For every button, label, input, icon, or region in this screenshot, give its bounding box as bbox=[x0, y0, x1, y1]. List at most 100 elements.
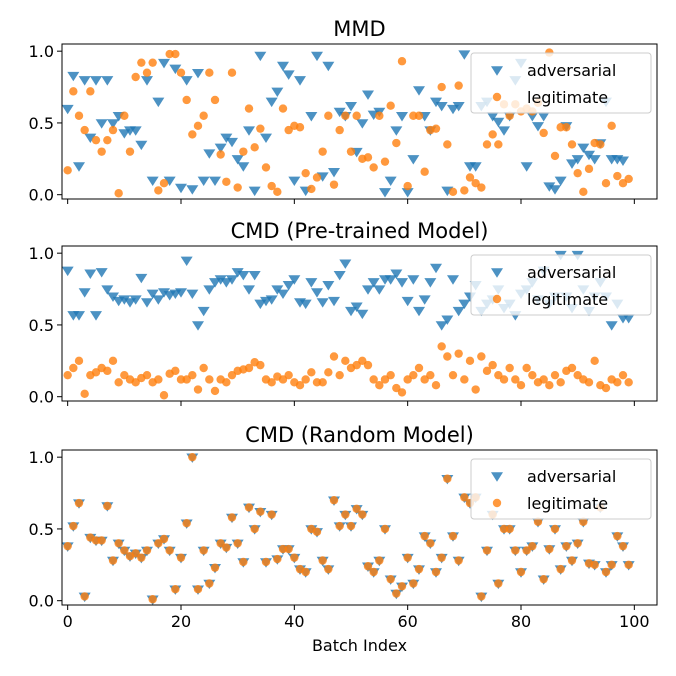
point-adversarial bbox=[152, 295, 165, 305]
point-adversarial bbox=[458, 50, 471, 60]
point-legitimate bbox=[295, 381, 305, 390]
point-legitimate bbox=[573, 539, 582, 548]
point-legitimate bbox=[256, 507, 265, 516]
point-legitimate bbox=[341, 356, 350, 366]
point-adversarial bbox=[532, 122, 544, 132]
point-legitimate bbox=[74, 356, 84, 366]
point-adversarial bbox=[452, 306, 465, 317]
point-legitimate bbox=[222, 543, 231, 552]
y-tick-label: 1.0 bbox=[29, 244, 54, 263]
point-legitimate bbox=[403, 553, 412, 562]
point-adversarial bbox=[282, 70, 295, 80]
point-legitimate bbox=[210, 95, 220, 105]
point-legitimate bbox=[477, 183, 486, 192]
point-legitimate bbox=[363, 153, 373, 162]
point-legitimate bbox=[375, 556, 384, 565]
point-legitimate bbox=[346, 147, 356, 156]
panel-title: CMD (Pre-trained Model) bbox=[231, 219, 489, 243]
point-adversarial bbox=[577, 143, 590, 154]
point-legitimate bbox=[386, 370, 395, 380]
point-legitimate bbox=[318, 378, 327, 387]
point-legitimate bbox=[601, 383, 611, 393]
point-legitimate bbox=[584, 378, 594, 387]
point-adversarial bbox=[254, 51, 267, 62]
point-legitimate bbox=[380, 524, 390, 534]
point-legitimate bbox=[261, 163, 271, 172]
y-tick-label: 0.5 bbox=[29, 520, 54, 539]
point-legitimate bbox=[120, 111, 129, 120]
legend-label: legitimate bbox=[527, 88, 608, 107]
point-adversarial bbox=[486, 112, 499, 122]
point-adversarial bbox=[418, 295, 431, 305]
point-legitimate bbox=[216, 150, 225, 159]
point-legitimate bbox=[431, 381, 441, 390]
point-legitimate bbox=[267, 378, 276, 387]
y-tick-label: 0.5 bbox=[29, 316, 54, 335]
point-legitimate bbox=[199, 546, 208, 555]
point-legitimate bbox=[460, 493, 469, 502]
point-adversarial bbox=[294, 76, 306, 86]
point-legitimate bbox=[590, 356, 599, 366]
point-legitimate bbox=[159, 391, 169, 400]
point-legitimate bbox=[324, 564, 333, 574]
point-legitimate bbox=[97, 536, 106, 545]
point-legitimate bbox=[567, 556, 577, 565]
point-adversarial bbox=[469, 162, 482, 172]
point-legitimate bbox=[301, 168, 310, 178]
point-legitimate bbox=[465, 356, 475, 366]
point-adversarial bbox=[158, 58, 170, 69]
point-legitimate bbox=[63, 166, 72, 175]
point-legitimate bbox=[137, 553, 146, 562]
point-legitimate bbox=[460, 186, 469, 195]
point-legitimate bbox=[125, 147, 135, 156]
point-legitimate bbox=[182, 518, 191, 528]
point-adversarial bbox=[339, 259, 352, 269]
point-adversarial bbox=[243, 126, 255, 136]
point-legitimate bbox=[624, 174, 633, 184]
legend-marker bbox=[492, 92, 502, 102]
point-legitimate bbox=[494, 140, 503, 149]
point-legitimate bbox=[516, 567, 526, 577]
series-legitimate bbox=[63, 48, 633, 198]
point-adversarial bbox=[413, 86, 425, 96]
point-legitimate bbox=[431, 124, 441, 133]
point-adversarial bbox=[384, 275, 397, 285]
legend-label: legitimate bbox=[527, 494, 608, 513]
point-legitimate bbox=[329, 180, 339, 189]
point-legitimate bbox=[227, 68, 237, 77]
point-legitimate bbox=[505, 111, 514, 120]
point-legitimate bbox=[80, 592, 89, 601]
point-legitimate bbox=[114, 189, 123, 198]
point-legitimate bbox=[505, 363, 514, 373]
point-legitimate bbox=[284, 370, 293, 380]
point-legitimate bbox=[550, 524, 560, 534]
x-tick-label: 20 bbox=[171, 612, 191, 631]
x-tick-label: 100 bbox=[619, 612, 650, 631]
point-adversarial bbox=[203, 149, 216, 159]
point-adversarial bbox=[441, 315, 454, 325]
point-adversarial bbox=[622, 314, 635, 324]
point-legitimate bbox=[414, 363, 424, 373]
point-legitimate bbox=[205, 68, 214, 77]
point-legitimate bbox=[414, 111, 424, 120]
point-legitimate bbox=[108, 125, 118, 135]
point-legitimate bbox=[142, 68, 152, 77]
axes-frame bbox=[61, 449, 658, 606]
point-adversarial bbox=[197, 306, 210, 317]
point-adversarial bbox=[78, 76, 91, 86]
point-adversarial bbox=[571, 155, 584, 165]
y-tick-label: 1.0 bbox=[29, 42, 54, 61]
point-adversarial bbox=[248, 186, 261, 197]
legend: adversarial legitimate bbox=[470, 254, 652, 316]
point-legitimate bbox=[375, 111, 384, 120]
point-adversarial bbox=[549, 185, 561, 195]
point-legitimate bbox=[193, 385, 203, 394]
point-legitimate bbox=[188, 370, 197, 380]
point-legitimate bbox=[386, 101, 395, 110]
panel-1: MMD 0.0 0.5 1.0 adversarial legitimate bbox=[29, 17, 658, 205]
point-legitimate bbox=[278, 104, 288, 113]
point-legitimate bbox=[454, 81, 463, 90]
point-legitimate bbox=[329, 496, 339, 505]
point-adversarial bbox=[384, 176, 397, 187]
point-legitimate bbox=[369, 375, 378, 384]
